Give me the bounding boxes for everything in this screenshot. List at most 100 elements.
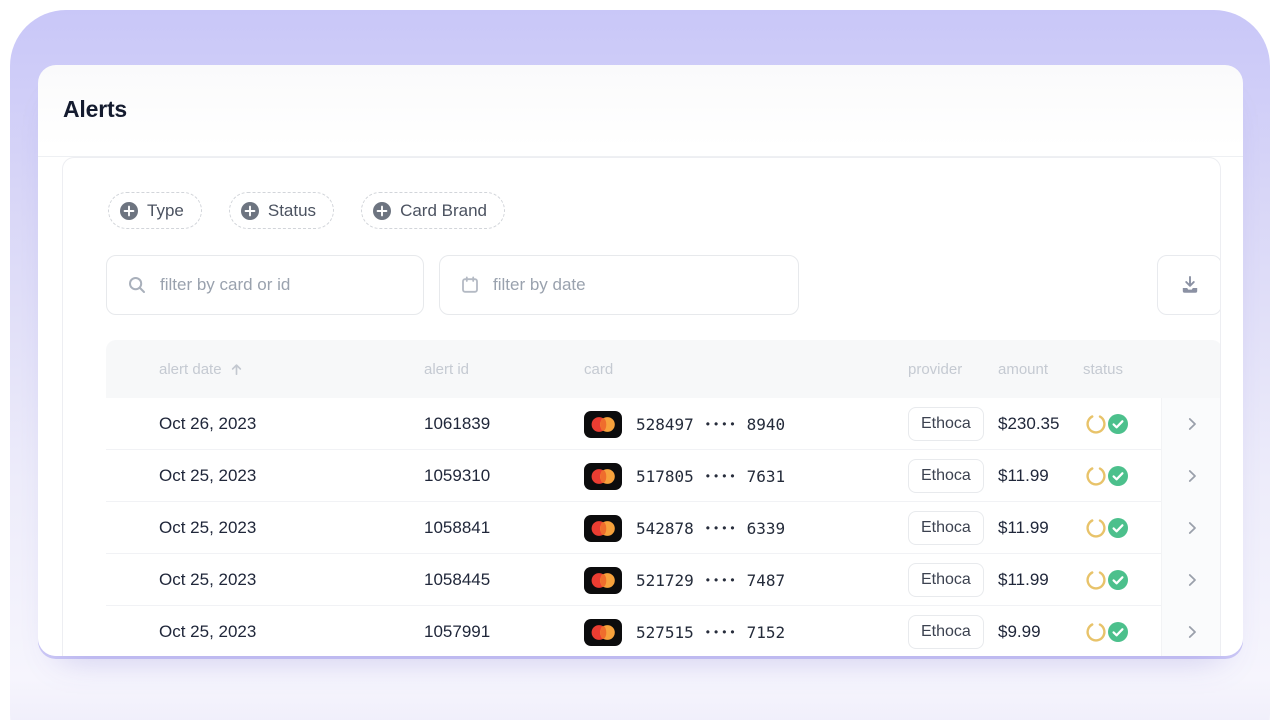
- mastercard-icon: [584, 514, 622, 542]
- row-expand-button[interactable]: [1161, 502, 1220, 554]
- cell-amount: $11.99: [998, 466, 1049, 485]
- col-label: provider: [908, 360, 963, 378]
- cell-alert-date: Oct 25, 2023: [159, 622, 257, 641]
- alerts-table: alert date alert id card provider amount…: [106, 340, 1220, 656]
- calendar-icon: [460, 275, 480, 295]
- table-row[interactable]: Oct 25, 2023 1058445 521729 •••• 7487 Et…: [106, 554, 1220, 606]
- card-mask-dots: ••••: [705, 625, 739, 639]
- cell-amount: $11.99: [998, 570, 1049, 589]
- card-or-id-filter-input[interactable]: [160, 256, 423, 314]
- status-pending-icon: [1085, 517, 1107, 539]
- header-divider: [38, 156, 1243, 157]
- cell-alert-date: Oct 25, 2023: [159, 570, 257, 589]
- cell-card: 542878 •••• 6339: [584, 514, 908, 542]
- status-pending-icon: [1085, 621, 1107, 643]
- cell-provider: Ethoca: [908, 511, 998, 545]
- chevron-right-icon: [1183, 623, 1201, 641]
- status-pending-icon: [1085, 569, 1107, 591]
- provider-badge: Ethoca: [908, 563, 984, 597]
- filter-controls: [106, 255, 1220, 315]
- search-icon: [127, 275, 147, 295]
- table-header: alert date alert id card provider amount…: [106, 340, 1220, 398]
- col-label: amount: [998, 360, 1049, 378]
- card-mask-dots: ••••: [705, 469, 739, 483]
- chevron-right-icon: [1183, 467, 1201, 485]
- cell-provider: Ethoca: [908, 407, 998, 441]
- cell-amount: $9.99: [998, 622, 1041, 641]
- alerts-panel: Type Status Card Brand: [62, 157, 1221, 656]
- chevron-right-icon: [1183, 519, 1201, 537]
- plus-icon: [373, 201, 392, 220]
- col-header-card: card: [584, 361, 908, 378]
- cell-status: [1083, 465, 1161, 487]
- card-bin: 521729: [636, 570, 694, 590]
- cell-alert-date: Oct 25, 2023: [159, 518, 257, 537]
- cell-status: [1083, 517, 1161, 539]
- filter-pill-status[interactable]: Status: [228, 192, 335, 229]
- table-row[interactable]: Oct 25, 2023 1058841 542878 •••• 6339 Et…: [106, 502, 1220, 554]
- card-last4: 7631: [746, 466, 786, 486]
- filter-pill-card-brand[interactable]: Card Brand: [361, 192, 505, 229]
- status-resolved-icon: [1107, 517, 1129, 539]
- card-last4: 7152: [746, 622, 786, 642]
- table-row[interactable]: Oct 25, 2023 1059310 517805 •••• 7631 Et…: [106, 450, 1220, 502]
- mastercard-icon: [584, 410, 622, 438]
- download-icon: [1179, 274, 1201, 296]
- cell-card: 527515 •••• 7152: [584, 618, 908, 646]
- status-resolved-icon: [1107, 465, 1129, 487]
- mastercard-icon: [584, 566, 622, 594]
- table-row[interactable]: Oct 25, 2023 1057991 527515 •••• 7152 Et…: [106, 606, 1220, 656]
- status-resolved-icon: [1107, 413, 1129, 435]
- status-resolved-icon: [1107, 569, 1129, 591]
- status-resolved-icon: [1107, 621, 1129, 643]
- cell-provider: Ethoca: [908, 563, 998, 597]
- pill-label: Card Brand: [400, 200, 487, 220]
- plus-icon: [240, 201, 259, 220]
- status-pending-icon: [1085, 413, 1107, 435]
- cell-card: 521729 •••• 7487: [584, 566, 908, 594]
- col-label: status: [1083, 360, 1124, 378]
- date-filter: [439, 255, 799, 315]
- row-expand-button[interactable]: [1161, 398, 1220, 450]
- card-mask-dots: ••••: [705, 521, 739, 535]
- col-header-alert-date[interactable]: alert date: [159, 361, 424, 378]
- download-button[interactable]: [1157, 255, 1220, 315]
- cell-alert-date: Oct 25, 2023: [159, 466, 257, 485]
- cell-amount: $230.35: [998, 414, 1060, 433]
- plus-icon: [120, 201, 138, 220]
- row-expand-button[interactable]: [1161, 554, 1220, 606]
- col-header-actions: [1161, 340, 1220, 398]
- cell-alert-id: 1058841: [424, 518, 491, 537]
- card-last4: 7487: [746, 570, 786, 590]
- filter-pill-type[interactable]: Type: [108, 192, 202, 229]
- card-bin: 527515: [636, 622, 694, 642]
- cell-alert-id: 1059310: [424, 466, 491, 485]
- cell-amount: $11.99: [998, 518, 1049, 537]
- table-row[interactable]: Oct 26, 2023 1061839 528497 •••• 8940 Et…: [106, 398, 1220, 450]
- cell-alert-id: 1057991: [424, 622, 491, 641]
- card-bin: 528497: [636, 414, 694, 434]
- card-bin: 542878: [636, 518, 694, 538]
- page-title: Alerts: [63, 96, 127, 122]
- cell-card: 528497 •••• 8940: [584, 410, 908, 438]
- row-expand-button[interactable]: [1161, 606, 1220, 656]
- cell-provider: Ethoca: [908, 615, 998, 649]
- filter-pills: Type Status Card Brand: [108, 192, 505, 229]
- card-mask-dots: ••••: [705, 573, 739, 587]
- provider-badge: Ethoca: [908, 459, 984, 493]
- provider-badge: Ethoca: [908, 407, 984, 441]
- cell-status: [1083, 621, 1161, 643]
- col-label: alert date: [159, 360, 222, 378]
- card-or-id-filter: [106, 255, 424, 315]
- row-expand-button[interactable]: [1161, 450, 1220, 502]
- col-header-status: status: [1083, 361, 1161, 378]
- col-label: card: [584, 360, 614, 378]
- chevron-right-icon: [1183, 571, 1201, 589]
- cell-status: [1083, 413, 1161, 435]
- date-filter-input[interactable]: [493, 256, 798, 314]
- cell-alert-date: Oct 26, 2023: [159, 414, 257, 433]
- col-header-amount: amount: [998, 361, 1083, 378]
- card-last4: 6339: [746, 518, 786, 538]
- cell-alert-id: 1061839: [424, 414, 491, 433]
